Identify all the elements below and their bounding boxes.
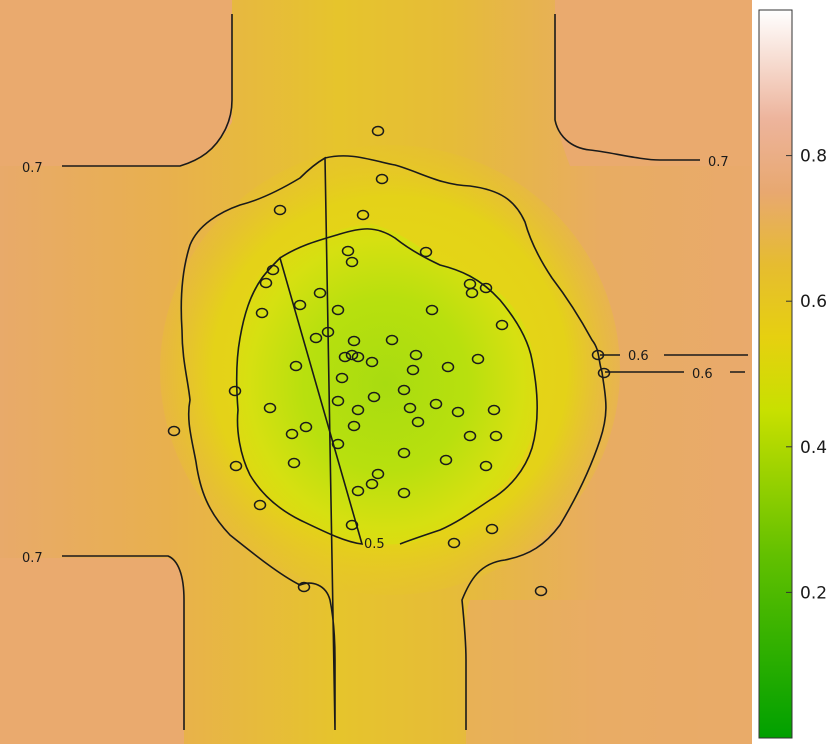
data-point — [273, 204, 287, 216]
data-point — [285, 428, 299, 440]
data-point — [253, 499, 267, 511]
data-point — [331, 395, 345, 407]
data-point — [495, 319, 509, 331]
data-point — [351, 351, 365, 363]
data-point — [293, 299, 307, 311]
data-point — [259, 277, 273, 289]
data-point — [299, 421, 313, 433]
data-point — [485, 523, 499, 535]
data-point — [534, 585, 548, 597]
contour-label: 0.7 — [708, 155, 729, 170]
data-point — [409, 349, 423, 361]
contour-label: 0.6 — [628, 349, 649, 364]
data-point — [263, 402, 277, 414]
low-value-region — [234, 224, 538, 545]
data-point — [397, 384, 411, 396]
contour-label: 0.7 — [22, 551, 43, 566]
data-point — [451, 406, 465, 418]
data-point — [347, 335, 361, 347]
corner-region-top-right — [555, 0, 752, 166]
data-point — [365, 478, 379, 490]
data-point — [371, 468, 385, 480]
contour-label: 0.7 — [22, 161, 43, 176]
data-point — [489, 430, 503, 442]
data-point — [429, 398, 443, 410]
data-point — [229, 460, 243, 472]
data-point — [371, 125, 385, 137]
data-point — [309, 332, 323, 344]
data-point — [345, 519, 359, 531]
data-point — [345, 256, 359, 268]
data-point — [441, 361, 455, 373]
colorbar-tick-label: 0.2 — [800, 583, 827, 603]
data-point — [266, 264, 280, 276]
data-point — [167, 425, 181, 437]
data-point — [345, 349, 359, 361]
data-point — [367, 391, 381, 403]
data-point — [487, 404, 501, 416]
data-point — [356, 209, 370, 221]
data-point — [411, 416, 425, 428]
colorbar-tick-label: 0.4 — [800, 438, 827, 458]
data-point — [385, 334, 399, 346]
data-point — [331, 304, 345, 316]
data-point — [447, 537, 461, 549]
data-point — [439, 454, 453, 466]
data-point — [375, 173, 389, 185]
contour-0.7-top-left — [62, 14, 233, 167]
contour-label: 0.5 — [364, 537, 385, 552]
data-point — [403, 402, 417, 414]
data-point — [365, 356, 379, 368]
data-point — [479, 282, 493, 294]
data-point — [419, 246, 433, 258]
data-point — [406, 364, 420, 376]
data-point — [479, 460, 493, 472]
corner-region-bottom-left — [0, 558, 184, 744]
data-point — [313, 287, 327, 299]
data-point — [335, 372, 349, 384]
data-point — [397, 447, 411, 459]
colorbar-tick-label: 0.6 — [800, 292, 827, 312]
data-point — [338, 351, 352, 363]
corner-region-top-left — [0, 0, 232, 166]
colorbar-ticks: 0.2 0.4 0.6 0.8 — [786, 147, 827, 603]
scatter-points — [167, 125, 611, 597]
data-point — [255, 307, 269, 319]
data-point — [331, 438, 345, 450]
contour-label: 0.6 — [692, 367, 713, 382]
data-point — [341, 245, 355, 257]
data-point — [591, 349, 605, 361]
contour-label-group: 0.7 0.7 0.7 0.6 0.6 0.5 — [22, 155, 729, 566]
data-point — [471, 353, 485, 365]
data-point — [297, 581, 311, 593]
data-point — [347, 420, 361, 432]
data-point — [289, 360, 303, 372]
colorbar — [758, 9, 793, 739]
data-point — [597, 367, 611, 379]
data-point — [397, 487, 411, 499]
data-point — [321, 326, 335, 338]
data-point — [463, 430, 477, 442]
colorbar-tick-label: 0.8 — [800, 147, 827, 167]
data-point — [351, 404, 365, 416]
data-point — [425, 304, 439, 316]
data-point — [465, 287, 479, 299]
contour-0.5-ring — [235, 228, 539, 545]
data-point — [351, 485, 365, 497]
contour-0.7-top-right — [554, 14, 700, 161]
corner-region-bottom-right — [466, 600, 752, 744]
data-point — [287, 457, 301, 469]
contour-0.7-bottom-left — [62, 555, 185, 730]
data-point — [228, 385, 242, 397]
